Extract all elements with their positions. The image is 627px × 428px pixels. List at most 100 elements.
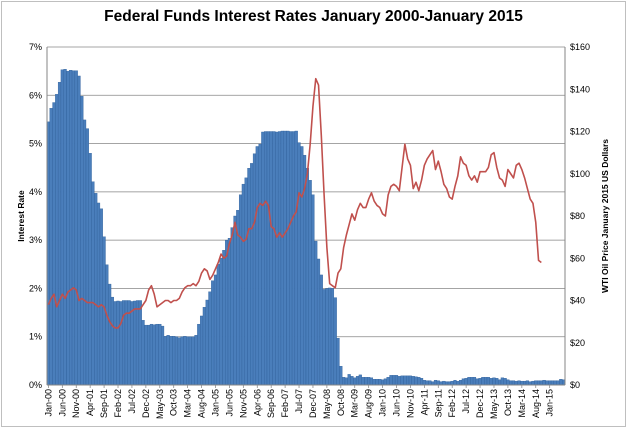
rate-bar: [328, 287, 332, 386]
rate-bar: [403, 375, 407, 386]
rate-bar: [247, 168, 251, 386]
rate-bar: [520, 380, 524, 386]
rate-bar: [289, 131, 293, 386]
rate-bar: [517, 380, 521, 386]
rate-bar: [60, 69, 64, 386]
rate-bar: [119, 301, 123, 386]
y2-tick-label: $20: [570, 338, 585, 348]
rate-bar: [314, 240, 318, 386]
x-tick-label: Apr-11: [419, 389, 429, 415]
rate-bar: [442, 380, 446, 386]
y-tick-label: 3%: [29, 235, 42, 245]
x-tick-label: Sep-11: [433, 389, 443, 417]
chart-title: Federal Funds Interest Rates January 200…: [104, 8, 523, 25]
rate-bar: [350, 376, 354, 386]
rate-bar: [80, 96, 84, 386]
y2-tick-label: $120: [570, 127, 590, 137]
rate-bar: [272, 131, 276, 386]
rate-bar: [105, 264, 109, 386]
rate-bar: [177, 337, 181, 386]
rate-bar: [264, 131, 268, 386]
rate-bar: [238, 194, 243, 386]
rate-bar: [305, 168, 309, 386]
rate-bar: [489, 378, 493, 386]
x-tick-label: Nov-05: [238, 389, 248, 418]
x-tick-label: Aug-14: [531, 389, 541, 418]
x-tick-label: Aug-04: [197, 389, 207, 418]
y-tick-label: 4%: [29, 187, 42, 197]
rate-bar: [467, 377, 471, 386]
rate-bar: [258, 143, 262, 386]
rate-bar: [358, 374, 362, 386]
y2-tick-label: $80: [570, 211, 585, 221]
x-tick-label: May-13: [489, 389, 499, 419]
rate-bar: [83, 119, 87, 386]
x-tick-label: Jan-15: [545, 389, 555, 417]
rate-bar: [85, 128, 89, 386]
rate-bar: [428, 380, 432, 386]
rate-bar: [408, 375, 412, 386]
rate-bar: [219, 257, 223, 386]
rate-bar: [49, 108, 53, 386]
rate-bar: [394, 375, 399, 386]
rate-bar: [155, 323, 159, 386]
y-tick-label: 2%: [29, 283, 42, 293]
y2-tick-label: $0: [570, 380, 580, 390]
rate-bar: [211, 280, 215, 386]
rate-bar: [208, 291, 212, 386]
rate-bar: [392, 375, 396, 386]
x-tick-label: Nov-10: [405, 389, 415, 418]
rate-bar: [539, 380, 543, 386]
y2-tick-label: $60: [570, 253, 585, 263]
rate-bar: [286, 130, 290, 386]
axes: [46, 47, 566, 388]
x-tick-label: May-03: [155, 389, 165, 419]
y2-tick-label: $100: [570, 169, 590, 179]
rate-bar: [194, 335, 198, 386]
x-tick-label: Jan-10: [378, 389, 388, 417]
rate-bar: [241, 183, 245, 386]
rate-bar: [492, 377, 496, 386]
rate-bar: [88, 153, 92, 386]
rate-bar: [325, 288, 329, 386]
y-tick-label: 5%: [29, 139, 42, 149]
rate-bar: [464, 378, 468, 386]
oil-price-series: [47, 77, 542, 329]
x-tick-label: Sep-01: [99, 389, 109, 418]
x-tick-label: Mar-09: [350, 389, 360, 418]
rate-bar: [375, 379, 379, 386]
rate-bar: [227, 238, 231, 386]
rate-bar: [233, 215, 237, 386]
rate-bar: [506, 379, 510, 386]
rate-bar: [244, 177, 248, 386]
rate-bar: [311, 194, 315, 386]
rate-bar: [500, 377, 504, 386]
rate-bar: [113, 301, 117, 386]
x-tick-label: Jul-02: [127, 389, 137, 414]
rate-bar: [330, 288, 335, 386]
rate-bar: [130, 301, 134, 386]
rate-bar: [386, 377, 390, 386]
rate-bar: [389, 375, 393, 386]
rate-bar: [158, 323, 162, 386]
rate-bar: [528, 381, 532, 386]
rate-bar: [397, 376, 401, 386]
tick-labels: 0% 1% 2% 3% 4% 5% 6% 7% $0 $20 $40 $60 $80 $100 $120 $1…: [29, 42, 590, 419]
rate-bar: [367, 377, 371, 386]
rate-bar: [116, 300, 120, 386]
rate-bar: [542, 379, 546, 386]
rate-bar: [355, 376, 360, 386]
rate-bar: [458, 379, 463, 386]
x-tick-label: Mar-14: [517, 389, 527, 418]
rate-bar: [486, 377, 490, 386]
rate-bar: [509, 380, 513, 386]
rate-bar: [66, 70, 70, 386]
rate-bar: [342, 377, 346, 386]
rate-bar: [205, 299, 209, 386]
rate-bar: [266, 131, 270, 386]
rate-bar: [472, 377, 477, 386]
rate-bar: [422, 379, 426, 386]
rate-bar: [319, 274, 323, 386]
rate-bar: [353, 377, 357, 386]
